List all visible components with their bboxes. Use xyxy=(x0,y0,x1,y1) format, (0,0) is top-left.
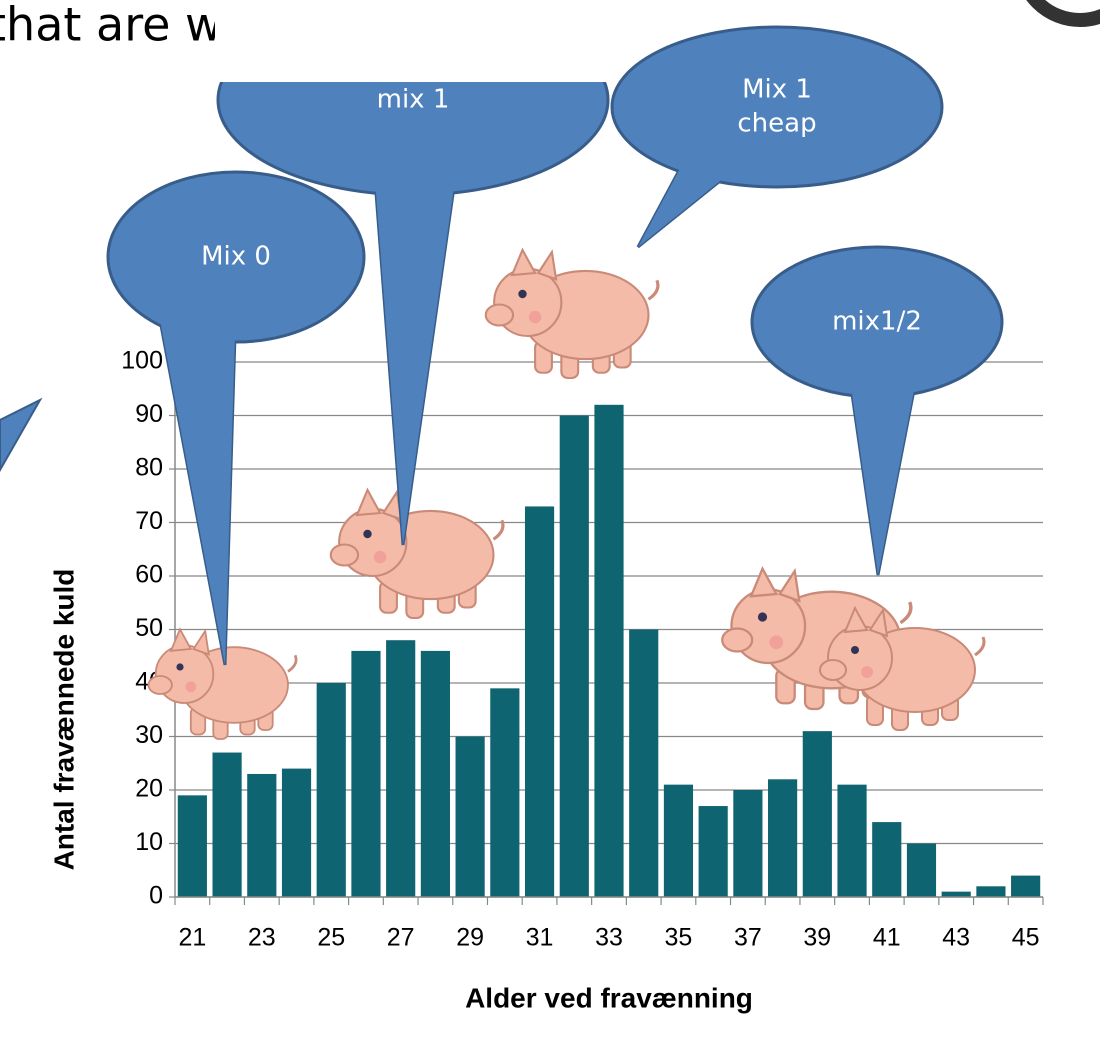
pig-snout xyxy=(484,303,515,327)
callout-text: Mix 0 xyxy=(201,242,271,272)
y-tick-label: 60 xyxy=(135,561,163,589)
pig-ear xyxy=(843,605,869,634)
title-overlay xyxy=(215,0,645,82)
callout-text: cheap xyxy=(737,109,816,139)
callout-text: Mix 1 xyxy=(742,75,812,105)
bar xyxy=(1011,875,1041,897)
pig-illustration xyxy=(484,247,660,380)
bar xyxy=(663,784,694,897)
bar xyxy=(420,650,450,897)
bar xyxy=(351,650,381,897)
x-tick-label: 31 xyxy=(526,924,554,952)
callout-text: mix1/2 xyxy=(832,307,922,337)
pig-eye xyxy=(176,663,184,671)
bar xyxy=(872,822,902,897)
x-tick-label: 29 xyxy=(456,924,484,952)
y-tick-label: 50 xyxy=(135,614,163,642)
pig-cheek xyxy=(185,681,197,693)
callout-bubble xyxy=(106,170,366,344)
bar xyxy=(698,806,728,897)
pig-eye xyxy=(757,612,768,622)
callout-bubble xyxy=(610,25,944,189)
pig-ear xyxy=(749,566,779,598)
x-tick-label: 33 xyxy=(595,924,623,952)
pig-eye xyxy=(363,529,372,539)
pig-cheek xyxy=(769,635,784,650)
x-axis-title: Alder ved fravænning xyxy=(465,982,753,1013)
callout-tail-fill xyxy=(638,150,740,247)
y-tick-label: 20 xyxy=(135,775,163,803)
bar xyxy=(524,506,555,897)
pig-snout xyxy=(329,543,360,567)
bar xyxy=(455,736,485,897)
y-tick-label: 80 xyxy=(135,454,163,482)
callout-tail-fill xyxy=(375,180,455,545)
callout-tail-fill xyxy=(160,320,235,665)
x-tick-label: 43 xyxy=(942,924,970,952)
y-tick-label: 70 xyxy=(135,507,163,535)
y-axis-title: Antal fravænnede kuld xyxy=(48,569,79,871)
pig-eye xyxy=(851,646,859,654)
x-tick-label: 35 xyxy=(665,924,693,952)
x-tick-label: 45 xyxy=(1012,924,1040,952)
x-tick-label: 41 xyxy=(873,924,901,952)
pig-ear xyxy=(510,247,537,277)
bar xyxy=(733,790,763,897)
pig-ear xyxy=(192,628,210,656)
x-tick-label: 39 xyxy=(803,924,831,952)
pig-cheek xyxy=(861,666,873,678)
y-tick-label: 10 xyxy=(135,828,163,856)
bar xyxy=(941,891,971,897)
y-tick-label: 100 xyxy=(121,347,163,375)
y-tick-label: 30 xyxy=(135,721,163,749)
x-tick-label: 21 xyxy=(178,924,206,952)
callout-fragment xyxy=(0,397,43,473)
bar xyxy=(559,415,589,897)
bar xyxy=(316,683,346,897)
pig-tail xyxy=(492,519,505,541)
pig-tail xyxy=(287,654,298,673)
logo-fragment xyxy=(1026,0,1100,27)
bar xyxy=(594,404,624,897)
pig-eye xyxy=(518,289,527,299)
bar xyxy=(386,640,416,897)
pig-illustration xyxy=(147,627,298,740)
pig-tail xyxy=(647,279,660,301)
bar xyxy=(837,784,867,897)
x-tick-label: 27 xyxy=(387,924,415,952)
pig-tail xyxy=(974,636,986,657)
pig-snout xyxy=(147,675,173,695)
bar xyxy=(247,773,277,897)
pig-cheek xyxy=(373,550,387,564)
pig-ear xyxy=(868,607,889,638)
bar xyxy=(212,752,242,897)
bar xyxy=(177,795,207,897)
y-tick-label: 0 xyxy=(149,882,163,910)
pig-ear xyxy=(536,249,558,281)
callout-text: mix 1 xyxy=(377,85,450,115)
pig-cheek xyxy=(528,310,542,324)
bar xyxy=(490,688,520,897)
pig-ear xyxy=(777,567,801,603)
pig-ear xyxy=(169,627,193,652)
pig-snout xyxy=(819,659,847,681)
bar xyxy=(281,768,312,897)
x-tick-label: 23 xyxy=(248,924,276,952)
pig-snout xyxy=(721,627,754,653)
pig-tail xyxy=(899,601,913,625)
pig-illustration xyxy=(329,487,505,620)
pig-ear xyxy=(355,487,382,517)
y-tick-label: 90 xyxy=(135,400,163,428)
x-tick-label: 25 xyxy=(317,924,345,952)
bar xyxy=(906,843,937,897)
bar xyxy=(768,779,798,897)
bar xyxy=(629,629,659,897)
bar xyxy=(976,886,1006,897)
bar xyxy=(802,731,832,897)
callout-tail-fill xyxy=(850,380,915,575)
x-tick-label: 37 xyxy=(734,924,762,952)
pig-illustration xyxy=(819,605,986,731)
